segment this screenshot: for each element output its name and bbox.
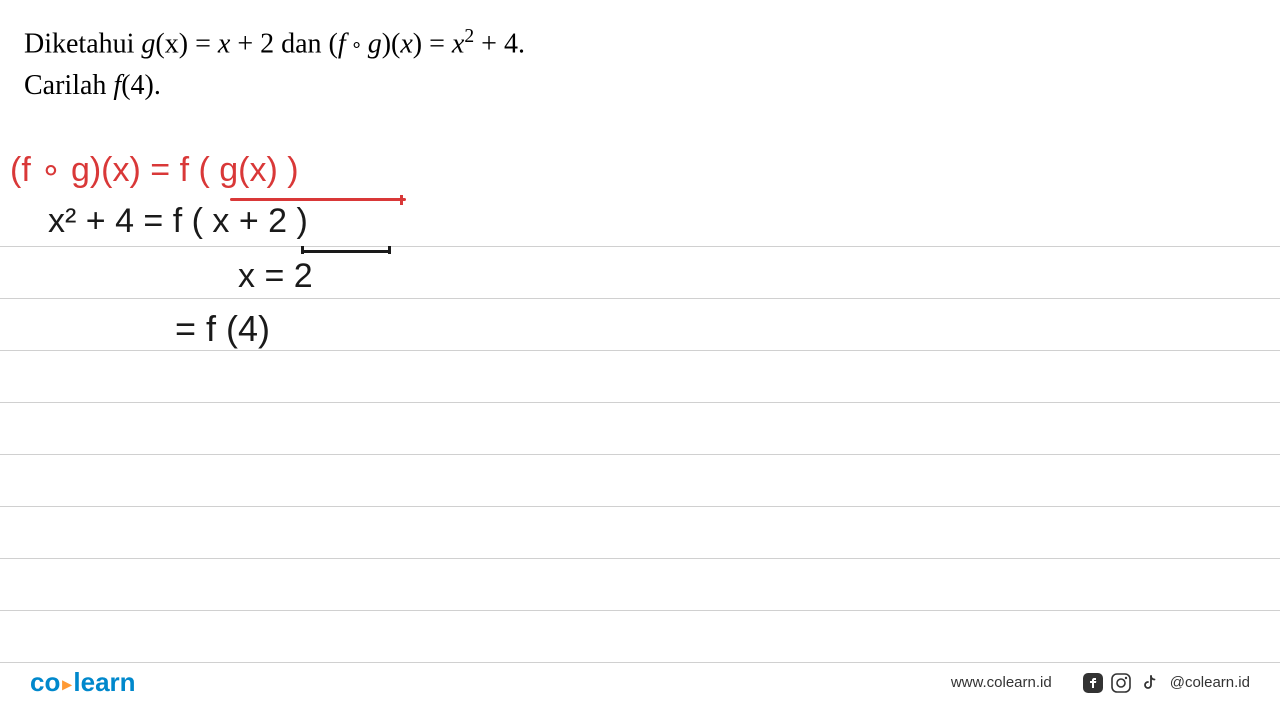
problem-statement: Diketahui g(x) = x + 2 dan (f ∘ g)(x) = … [24, 22, 525, 107]
social-handle: @colearn.id [1170, 674, 1250, 691]
social-icons: @colearn.id [1082, 672, 1250, 694]
red-bracket-right [400, 195, 403, 205]
ruled-line [0, 507, 1280, 559]
website-url: www.colearn.id [951, 674, 1052, 691]
black-underline [301, 250, 391, 253]
ruled-line [0, 559, 1280, 611]
problem-line-2: Carilah f(4). [24, 65, 525, 107]
ruled-line [0, 403, 1280, 455]
handwritten-line-3: x = 2 [238, 257, 313, 296]
problem-line-1: Diketahui g(x) = x + 2 dan (f ∘ g)(x) = … [24, 22, 525, 65]
red-underline [230, 198, 406, 201]
facebook-icon [1082, 672, 1104, 694]
handwritten-line-2: x² + 4 = f ( x + 2 ) [48, 202, 308, 241]
logo-dot-icon: ▸ [60, 674, 73, 694]
ruled-line [0, 247, 1280, 299]
handwritten-line-1: (f ∘ g)(x) = f ( g(x) ) [10, 150, 299, 190]
ruled-line [0, 351, 1280, 403]
notebook-lines [0, 195, 1280, 663]
ruled-line [0, 455, 1280, 507]
ruled-line [0, 611, 1280, 663]
tiktok-icon [1138, 672, 1160, 694]
black-bracket-left [301, 246, 304, 254]
instagram-icon [1110, 672, 1132, 694]
black-bracket-right [388, 246, 391, 254]
handwritten-line-4: = f (4) [175, 308, 270, 350]
colearn-logo: co▸learn [30, 667, 136, 698]
footer: co▸learn www.colearn.id @colearn.id [0, 667, 1280, 698]
